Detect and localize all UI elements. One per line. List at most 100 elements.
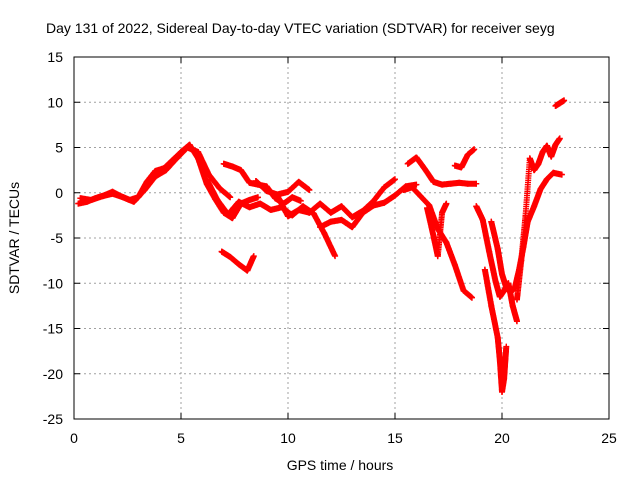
data-point (522, 212, 529, 219)
series-s5 (218, 248, 257, 274)
data-point (220, 160, 227, 167)
data-point (203, 176, 210, 183)
data-point (332, 253, 339, 260)
data-point (552, 141, 559, 148)
data-point (229, 215, 236, 222)
data-point (349, 224, 356, 231)
data-point (473, 180, 480, 187)
data-point (496, 293, 503, 300)
data-point (469, 294, 475, 301)
data-point (235, 198, 242, 205)
data-point (246, 204, 253, 211)
data-point (404, 160, 411, 167)
data-point (552, 102, 559, 109)
series-s2 (77, 144, 234, 205)
y-tick-label: 10 (47, 94, 63, 110)
data-point (227, 254, 234, 260)
data-point (229, 163, 236, 170)
data-point (499, 388, 505, 395)
data-point (255, 194, 261, 201)
data-point (451, 162, 458, 169)
data-point (409, 184, 416, 191)
data-point (422, 166, 428, 173)
data-point (317, 224, 324, 231)
data-point (317, 200, 324, 207)
data-point (507, 289, 514, 296)
data-point (473, 203, 480, 210)
y-tick-label: -20 (43, 366, 63, 382)
data-point (246, 197, 253, 203)
data-point (543, 176, 550, 183)
data-point (289, 194, 296, 201)
data-point (285, 213, 291, 220)
data-point (274, 191, 281, 198)
x-tick-label: 25 (601, 430, 617, 446)
data-point (285, 188, 291, 195)
data-point (327, 209, 334, 216)
data-point (359, 209, 366, 216)
series-s11 (424, 200, 450, 260)
data-point (252, 178, 259, 184)
y-tick-label: -25 (43, 411, 63, 427)
data-point (486, 248, 493, 255)
data-point (471, 146, 478, 153)
data-point (267, 206, 274, 213)
data-point (109, 190, 116, 197)
data-point (526, 155, 533, 162)
data-point (499, 271, 505, 278)
series-trace (218, 248, 257, 274)
data-point (246, 179, 253, 186)
data-point (297, 197, 304, 204)
data-point (381, 184, 388, 191)
data-point (558, 171, 565, 178)
series-s8 (317, 181, 420, 231)
data-point (327, 218, 334, 225)
data-point (479, 216, 486, 223)
data-point (120, 194, 127, 201)
data-point (503, 343, 510, 350)
data-point (537, 186, 544, 193)
data-point (392, 176, 398, 183)
series-s13 (473, 203, 520, 325)
data-point (225, 211, 232, 218)
data-point (381, 199, 388, 206)
data-point (338, 216, 345, 223)
data-point (443, 239, 450, 246)
data-point (494, 334, 501, 341)
data-point (173, 155, 180, 162)
data-point (413, 181, 420, 188)
data-point (492, 278, 499, 285)
data-point (556, 135, 563, 142)
data-point (447, 180, 454, 187)
data-point (216, 185, 223, 192)
data-point (214, 197, 221, 203)
data-point (306, 209, 313, 216)
series-s14 (481, 266, 510, 395)
data-point (494, 245, 501, 252)
data-point (451, 262, 458, 269)
data-point (244, 267, 251, 274)
data-point (531, 167, 538, 174)
x-axis-label: GPS time / hours (287, 457, 394, 473)
x-tick-label: 5 (177, 430, 185, 446)
x-tick-label: 10 (280, 430, 296, 446)
data-point (263, 187, 270, 194)
data-point (257, 200, 264, 207)
data-point (227, 194, 234, 201)
y-tick-label: 15 (47, 49, 63, 65)
data-point (195, 149, 202, 155)
data-point (152, 168, 159, 174)
data-point (535, 160, 542, 167)
y-tick-label: -15 (43, 321, 63, 337)
series-s12 (451, 146, 478, 171)
y-tick-label: 5 (55, 140, 63, 156)
grid (74, 57, 609, 419)
data-point (141, 187, 148, 193)
data-point (496, 357, 503, 364)
data-point (295, 206, 302, 213)
series-s9 (404, 154, 480, 188)
data-point (439, 181, 446, 188)
data-point (413, 154, 420, 161)
data-point (250, 253, 257, 260)
data-point (488, 302, 495, 309)
